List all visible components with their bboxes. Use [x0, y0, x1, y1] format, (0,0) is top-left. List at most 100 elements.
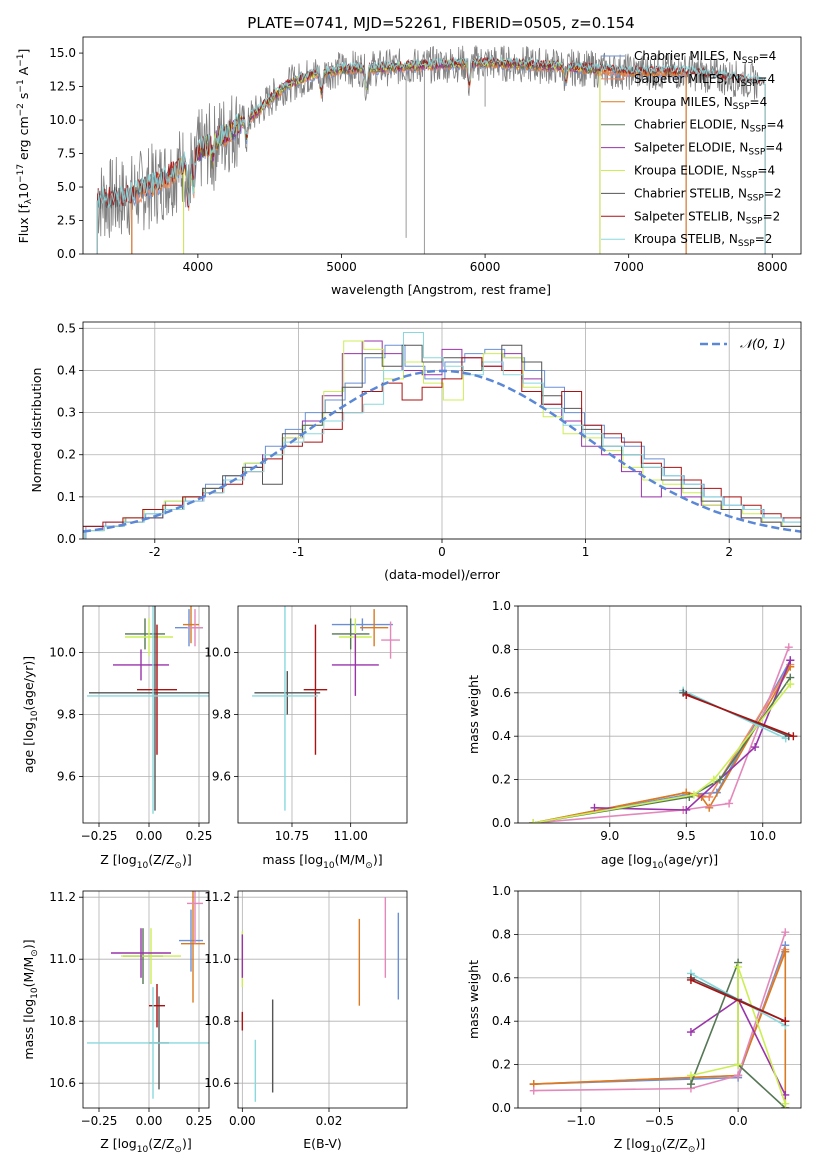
label-part: Flux [f [16, 204, 31, 244]
x-axis-label: Z [log10(Z/Z⊙)] [100, 1136, 191, 1155]
label-part: ⊙ [365, 861, 373, 871]
figure-title: PLATE=0741, MJD=52261, FIBERID=0505, z=0… [247, 14, 634, 32]
y-tick-label: 10.8 [49, 1014, 76, 1028]
label-part: −17 [16, 164, 26, 183]
legend-n: , N [733, 118, 750, 132]
model-spectrum [97, 55, 766, 209]
y-tick-label: 10.0 [49, 646, 76, 660]
x-tick-label: 9.0 [600, 829, 619, 843]
y-tick-label: 0.0 [57, 247, 76, 261]
y-tick-label: 0.4 [492, 729, 511, 743]
weight-marker [705, 792, 714, 801]
label-part: 10 [652, 861, 664, 871]
mass-weight-vs-age-panel: 9.0 9.5 10.0 0.0 0.2 0.4 0.6 0.8 1.0 age [log10(a… [466, 599, 802, 871]
x-tick-label: 11.00 [333, 829, 367, 843]
legend-ssp: 2 [773, 209, 781, 223]
label-part: (M/M [21, 957, 36, 988]
y-tick-label: 0.1 [57, 490, 76, 504]
legend-entry: Kroupa STELIB, NSSP=2 [634, 232, 772, 249]
legend-sub: SSP [746, 216, 763, 226]
axes-frame [82, 36, 802, 255]
weight-marker [786, 656, 795, 665]
plot-area [96, 45, 766, 254]
x-tick-label: −0.25 [81, 829, 118, 843]
x-tick-label: 0.0 [729, 1114, 748, 1128]
label-part: 10 [137, 1145, 149, 1155]
y-tick-label: 0.4 [492, 1014, 511, 1028]
weight-line [690, 966, 787, 1104]
legend-name: Kroupa MILES [634, 95, 716, 109]
axes-frame [82, 321, 802, 540]
label-part: A [16, 66, 31, 79]
plot-area [529, 928, 790, 1108]
label-part: λ [24, 198, 34, 204]
x-tick-label: 0.25 [186, 829, 213, 843]
legend-eq: = [763, 209, 773, 223]
label-part: age [log [601, 852, 652, 867]
weight-marker [529, 819, 538, 823]
x-tick-label: 0.00 [229, 1114, 256, 1128]
mass-weight-vs-metallicity-panel: −1.0 −0.5 0.0 0.0 0.2 0.4 0.6 0.8 1.0 Z [log10(Z/… [466, 884, 802, 1155]
legend-ssp: 4 [767, 72, 775, 86]
legend-ssp: 4 [775, 141, 783, 155]
legend-entry: 𝒩(0, 1) [740, 336, 786, 351]
legend-name: Chabrier MILES [634, 49, 725, 63]
x-tick-label: 5000 [326, 260, 357, 274]
weight-marker [786, 680, 795, 689]
legend-sub: SSP [742, 56, 759, 66]
plot-area [87, 606, 209, 814]
legend-eq: = [765, 141, 775, 155]
label-part: −1 [16, 79, 26, 92]
y-tick-label: 10.6 [204, 1076, 231, 1090]
x-tick-label: 0.25 [186, 1114, 213, 1128]
legend-name: Salpeter ELODIE [634, 141, 732, 155]
legend-sub: SSP [747, 193, 764, 203]
legend-n: , N [729, 209, 746, 223]
legend-eq: = [757, 72, 767, 86]
y-tick-label: 15.0 [49, 46, 76, 60]
x-tick-label: 7000 [613, 260, 644, 274]
x-tick-label: 1 [582, 545, 590, 559]
legend-ssp: 4 [767, 164, 775, 178]
y-tick-label: 0.0 [492, 1101, 511, 1115]
x-tick-label: 4000 [183, 260, 214, 274]
weight-marker [734, 962, 743, 971]
x-tick-label: 0.02 [316, 1114, 343, 1128]
legend-eq: = [764, 186, 774, 200]
y-axis-label: Flux [fλ10−17 erg cm−2 s−1 A−1] [16, 49, 34, 244]
model-spectrum [183, 58, 601, 197]
label-part: 10 [16, 183, 31, 199]
legend-entry: Salpeter ELODIE, NSSP=4 [634, 141, 783, 158]
weight-marker [709, 775, 718, 784]
weight-marker [682, 805, 691, 814]
y-tick-label: 11.0 [49, 952, 76, 966]
x-tick-label: -1 [292, 545, 304, 559]
label-part: −2 [16, 103, 26, 116]
label-part: ⊙ [174, 861, 182, 871]
weight-marker [705, 803, 714, 812]
x-axis-label: Z [log10(Z/Z⊙)] [100, 852, 191, 871]
label-part: (Z/Z [662, 1136, 688, 1151]
residual-histogram-panel: -2 -1 0 1 2 0.0 0.1 0.2 0.3 0.4 0.5 𝒩(0, 1) (data-mo… [29, 321, 802, 582]
y-tick-label: 0.0 [492, 816, 511, 830]
y-tick-label: 0.3 [57, 406, 76, 420]
weight-marker [725, 799, 734, 808]
y-tick-label: 0.8 [492, 927, 511, 941]
y-tick-label: 7.5 [57, 147, 76, 161]
legend-eq: = [766, 118, 776, 132]
x-tick-label: −1.0 [566, 1114, 595, 1128]
age-vs-metallicity-panel: −0.25 0.00 0.259.69.810.0Z [log10(Z/Z⊙)]ag… [21, 605, 213, 871]
x-axis-label: Z [log10(Z/Z⊙)] [614, 1136, 705, 1155]
axes-frame [82, 890, 210, 1109]
plot-area [241, 897, 400, 1102]
y-tick-label: 0.6 [492, 971, 511, 985]
mass-vs-extinction-panel: 0.00 0.02 10.6 10.8 11.0 11.2 E(B-V) [204, 890, 408, 1151]
weight-line [533, 659, 791, 823]
legend-entry: Salpeter STELIB, NSSP=2 [634, 209, 780, 226]
legend-n: , N [716, 95, 733, 109]
label-part: (Z/Z [148, 1136, 174, 1151]
y-tick-label: 11.0 [204, 952, 231, 966]
x-axis-label: mass [log10(M/M⊙)] [262, 852, 382, 871]
plot-area [83, 332, 801, 539]
